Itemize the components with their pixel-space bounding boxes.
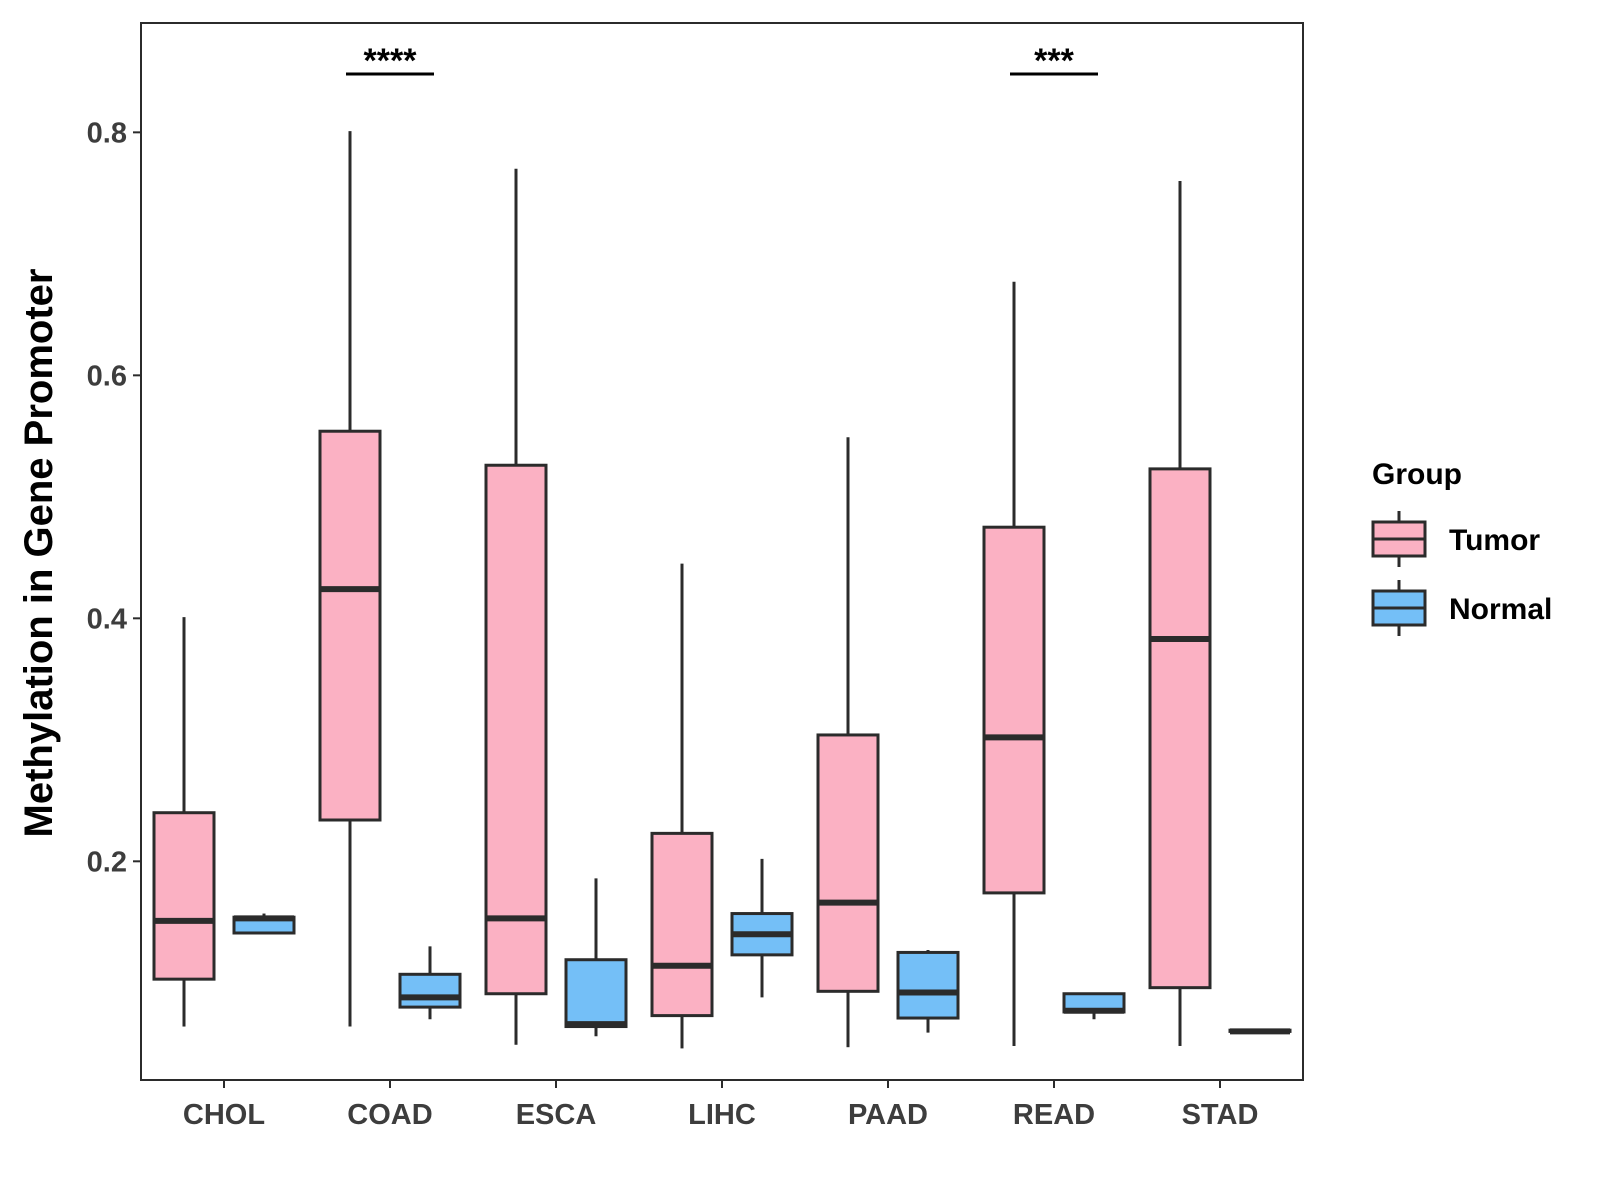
box-esca-tumor	[484, 168, 548, 1045]
y-tick-label: 0.8	[87, 117, 127, 149]
box-iqr	[816, 733, 880, 993]
box-read-tumor	[982, 281, 1046, 1046]
box-lihc-tumor	[650, 563, 714, 1049]
box-lihc-normal	[730, 858, 794, 998]
y-tick-label: 0.4	[87, 603, 127, 635]
y-axis-title: Methylation in Gene Promoter	[17, 269, 61, 838]
box-iqr	[1148, 467, 1212, 990]
box-iqr	[398, 972, 462, 1009]
box-paad-normal	[896, 950, 960, 1033]
box-read-normal	[1062, 992, 1126, 1020]
box-paad-tumor	[816, 437, 880, 1048]
legend: Group Tumor Normal	[1371, 458, 1552, 636]
box-iqr	[564, 958, 628, 1029]
box-coad-normal	[398, 946, 462, 1020]
x-tick-label-chol: CHOL	[183, 1099, 265, 1131]
box-iqr	[982, 525, 1046, 895]
box-chol-tumor	[152, 617, 216, 1027]
x-tick-label-read: READ	[1013, 1099, 1095, 1131]
x-tick-label-stad: STAD	[1182, 1099, 1259, 1131]
box-esca-normal	[564, 878, 628, 1037]
x-tick-label-coad: COAD	[347, 1099, 432, 1131]
x-tick-label-paad: PAAD	[848, 1099, 928, 1131]
box-stad-normal	[1228, 1028, 1292, 1035]
y-tick-label: 0.2	[87, 846, 127, 878]
x-tick-label-esca: ESCA	[516, 1099, 597, 1131]
legend-label-tumor: Tumor	[1449, 524, 1540, 557]
legend-label-normal: Normal	[1449, 593, 1552, 626]
box-iqr	[650, 831, 714, 1018]
y-tick-label: 0.6	[87, 360, 127, 392]
box-iqr	[484, 463, 548, 996]
box-iqr	[152, 811, 216, 981]
box-stad-tumor	[1148, 180, 1212, 1046]
significance-label-read: ***	[1034, 42, 1074, 80]
box-iqr	[896, 950, 960, 1020]
box-chol-normal	[232, 913, 296, 935]
significance-label-coad: ****	[364, 42, 418, 80]
box-iqr	[318, 429, 382, 822]
legend-title: Group	[1372, 458, 1462, 491]
plot-area: 0.2 0.4 0.6 0.8 CHOL COAD ESCA LIHC PAAD READ STAD…	[87, 22, 1304, 1131]
x-tick-label-lihc: LIHC	[688, 1099, 756, 1131]
box-coad-tumor	[318, 131, 382, 1027]
